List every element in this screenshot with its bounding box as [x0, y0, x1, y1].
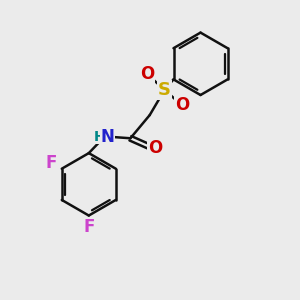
Text: O: O — [140, 65, 154, 83]
Text: S: S — [158, 81, 171, 99]
Text: F: F — [83, 218, 94, 236]
Text: O: O — [148, 139, 162, 157]
Text: H: H — [94, 130, 106, 144]
Text: O: O — [175, 96, 189, 114]
Text: F: F — [46, 154, 57, 172]
Text: N: N — [100, 128, 115, 146]
